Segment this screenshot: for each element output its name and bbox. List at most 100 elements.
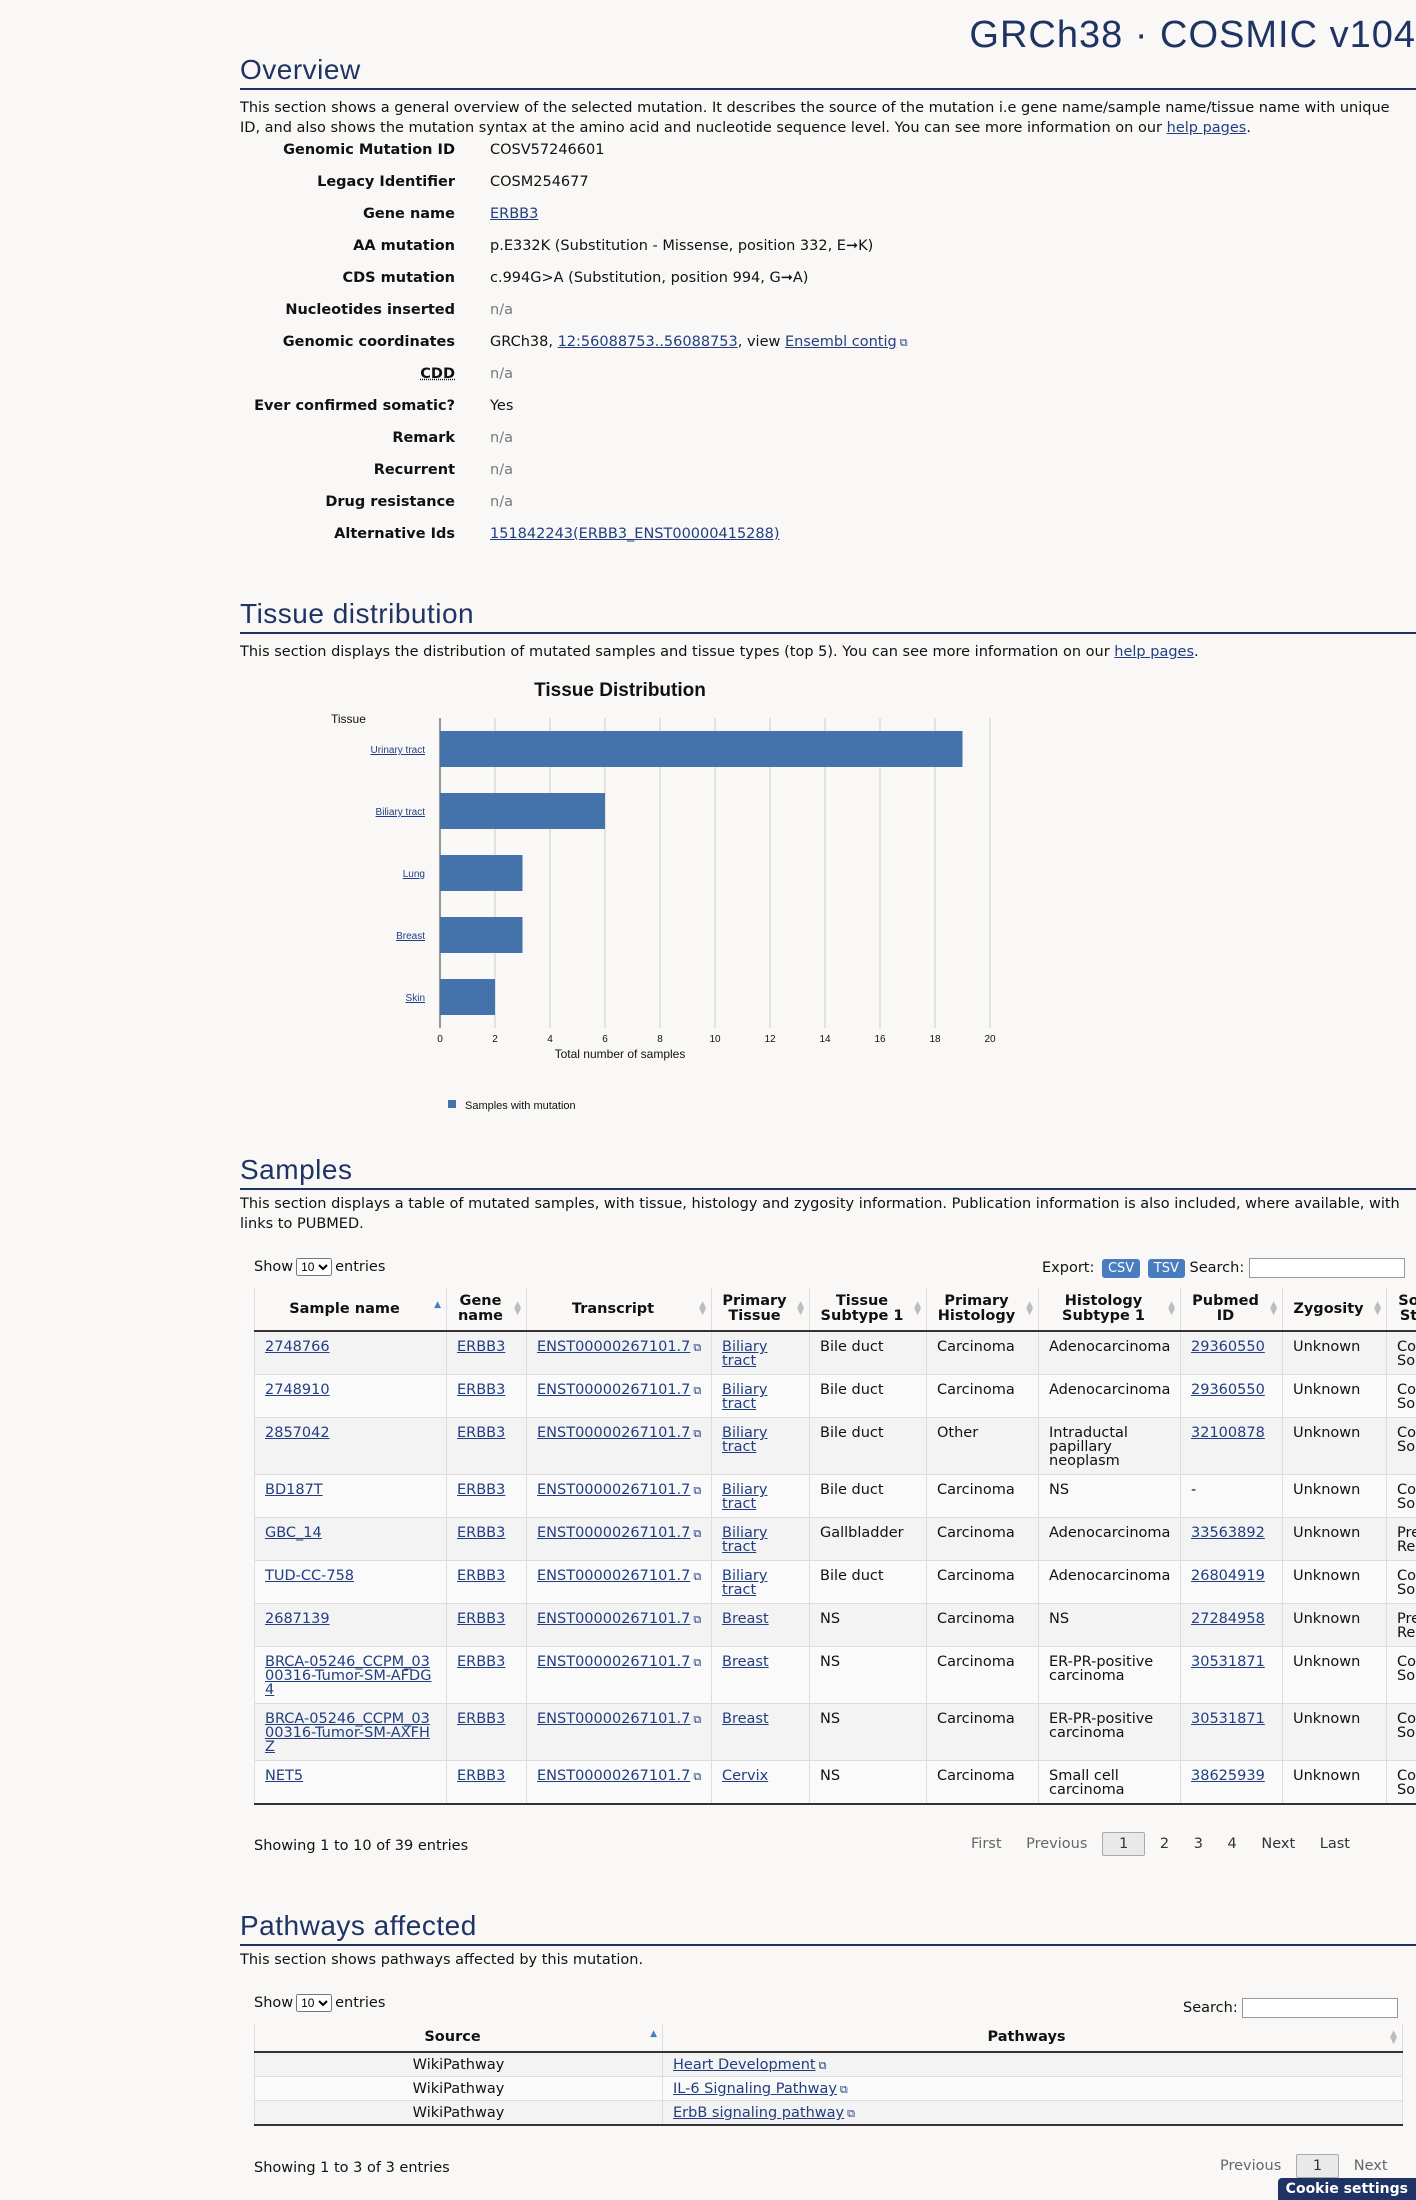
transcript-link[interactable]: ENST00000267101.7	[537, 1382, 691, 1398]
pager-first[interactable]: First	[971, 1836, 1002, 1852]
col-sample-name[interactable]: Sample name ▲	[254, 1288, 447, 1332]
gene-link[interactable]: ERBB3	[457, 1382, 506, 1398]
ensembl-contig-link[interactable]: Ensembl contig	[784, 334, 897, 350]
tissue-link[interactable]: Biliary tract	[722, 1382, 768, 1412]
tissue-link[interactable]: Biliary tract	[722, 1568, 768, 1598]
tissue-subtype-cell: NS	[809, 1703, 927, 1761]
sample-link[interactable]: BRCA-05246_CCPM_0300316-Tumor-SM-AXFHZ	[265, 1711, 430, 1755]
transcript-link[interactable]: ENST00000267101.7	[537, 1339, 691, 1355]
gene-link[interactable]: ERBB3	[457, 1339, 506, 1355]
sample-link[interactable]: BRCA-05246_CCPM_0300316-Tumor-SM-AFDG4	[265, 1654, 432, 1698]
pathways-pager-next[interactable]: Next	[1353, 2158, 1388, 2174]
tissue-help-link[interactable]: help pages	[1114, 644, 1195, 660]
gene-link[interactable]: ERBB3	[457, 1611, 506, 1627]
tissue-link[interactable]: Biliary tract	[722, 1482, 768, 1512]
pubmed-link[interactable]: 29360550	[1191, 1382, 1265, 1398]
pubmed-link[interactable]: 26804919	[1191, 1568, 1265, 1584]
tissue-link[interactable]: Biliary tract	[722, 1339, 768, 1369]
col-transcript[interactable]: Transcript ▲ ▼	[526, 1288, 712, 1332]
pager-next[interactable]: Next	[1261, 1836, 1296, 1852]
col-primary-histology[interactable]: Primary Histology ▲ ▼	[926, 1288, 1039, 1332]
source-cell: WikiPathway	[254, 2052, 663, 2077]
gene-link[interactable]: ERBB3	[457, 1768, 506, 1784]
sample-link[interactable]: 2687139	[265, 1611, 330, 1627]
tissue-link[interactable]: Cervix	[722, 1768, 769, 1784]
overview-help-link[interactable]: help pages	[1166, 120, 1247, 136]
col-pathways[interactable]: Pathways ▲ ▼	[662, 2024, 1403, 2053]
pathway-link[interactable]: Heart Development	[673, 2057, 816, 2073]
transcript-link[interactable]: ENST00000267101.7	[537, 1482, 691, 1498]
somatic-status-cell: Con Som	[1386, 1560, 1416, 1604]
pager-previous[interactable]: Previous	[1026, 1836, 1088, 1852]
chart-category-label: Skin	[406, 993, 425, 1004]
col-zygosity[interactable]: Zygosity ▲ ▼	[1282, 1288, 1387, 1332]
gene-link[interactable]: ERBB3	[457, 1711, 506, 1727]
pathways-search-input[interactable]	[1242, 1998, 1399, 2018]
col-gene-name[interactable]: Gene name ▲ ▼	[446, 1288, 527, 1332]
pathways-pagination: Previous 1 Next	[1210, 2154, 1398, 2178]
col-source[interactable]: Source ▲	[254, 2024, 663, 2053]
transcript-link[interactable]: ENST00000267101.7	[537, 1425, 691, 1441]
col-somatic-status[interactable]: So St	[1386, 1288, 1416, 1332]
zygosity-cell: Unknown	[1282, 1603, 1387, 1647]
tissue-link[interactable]: Biliary tract	[722, 1525, 768, 1555]
col-pubmed-id[interactable]: Pubmed ID ▲ ▼	[1180, 1288, 1283, 1332]
gene-link[interactable]: ERBB3	[457, 1425, 506, 1441]
transcript-link[interactable]: ENST00000267101.7	[537, 1568, 691, 1584]
pubmed-link[interactable]: 29360550	[1191, 1339, 1265, 1355]
gene-name-link[interactable]: ERBB3	[490, 206, 539, 222]
csv-export-button[interactable]: CSV	[1101, 1259, 1141, 1278]
transcript-link[interactable]: ENST00000267101.7	[537, 1768, 691, 1784]
tissue-subtype-cell: Bile duct	[809, 1474, 927, 1518]
gene-link[interactable]: ERBB3	[457, 1525, 506, 1541]
col-primary-tissue[interactable]: Primary Tissue ▲ ▼	[711, 1288, 810, 1332]
alternative-ids-link[interactable]: 151842243(ERBB3_ENST00000415288)	[490, 526, 780, 542]
gene-link[interactable]: ERBB3	[457, 1568, 506, 1584]
sample-link[interactable]: BD187T	[265, 1482, 323, 1498]
tissue-link[interactable]: Breast	[722, 1611, 769, 1627]
pubmed-link[interactable]: 33563892	[1191, 1525, 1265, 1541]
pubmed-link[interactable]: 30531871	[1191, 1711, 1265, 1727]
pathways-page-length-select[interactable]: 10	[296, 1994, 333, 2012]
table-row: BRCA-05246_CCPM_0300316-Tumor-SM-AXFHZ ER…	[254, 1703, 1416, 1761]
transcript-link[interactable]: ENST00000267101.7	[537, 1525, 691, 1541]
pubmed-link[interactable]: 27284958	[1191, 1611, 1265, 1627]
samples-search-input[interactable]	[1248, 1258, 1405, 1278]
tissue-link[interactable]: Breast	[722, 1654, 769, 1670]
sample-link[interactable]: NET5	[265, 1768, 304, 1784]
pager-page-2[interactable]: 2	[1159, 1836, 1170, 1852]
col-tissue-subtype[interactable]: Tissue Subtype 1 ▲ ▼	[809, 1288, 927, 1332]
pager-last[interactable]: Last	[1319, 1836, 1350, 1852]
pager-page-4[interactable]: 4	[1227, 1836, 1237, 1852]
samples-header-row: Sample name ▲ Gene name ▲ ▼ Transcript ▲ ▼ Pr…	[254, 1288, 1416, 1332]
histology-cell: Carcinoma	[926, 1331, 1039, 1375]
cookie-settings-button[interactable]: Cookie settings	[1277, 2178, 1416, 2200]
pager-page-1[interactable]: 1	[1102, 1832, 1146, 1856]
tsv-export-button[interactable]: TSV	[1147, 1259, 1185, 1278]
pathway-link[interactable]: ErbB signaling pathway	[673, 2105, 845, 2121]
sample-link[interactable]: 2857042	[265, 1425, 330, 1441]
pathways-pager-previous[interactable]: Previous	[1220, 2158, 1282, 2174]
chart-bar	[440, 855, 523, 891]
transcript-link[interactable]: ENST00000267101.7	[537, 1654, 691, 1670]
sample-link[interactable]: GBC_14	[265, 1525, 322, 1541]
sample-link[interactable]: 2748910	[265, 1382, 330, 1398]
pathways-pager-page-1[interactable]: 1	[1295, 2154, 1340, 2178]
pubmed-link[interactable]: 30531871	[1191, 1654, 1265, 1670]
coordinates-link[interactable]: 12:56088753..56088753	[557, 334, 738, 350]
pubmed-link[interactable]: 32100878	[1191, 1425, 1265, 1441]
gene-link[interactable]: ERBB3	[457, 1482, 506, 1498]
pathway-link[interactable]: IL-6 Signaling Pathway	[673, 2081, 837, 2097]
transcript-link[interactable]: ENST00000267101.7	[537, 1711, 691, 1727]
gene-link[interactable]: ERBB3	[457, 1654, 506, 1670]
pubmed-link[interactable]: 38625939	[1191, 1768, 1265, 1784]
col-histology-subtype[interactable]: Histology Subtype 1 ▲ ▼	[1038, 1288, 1181, 1332]
sample-link[interactable]: TUD-CC-758	[265, 1568, 355, 1584]
samples-page-length-select[interactable]: 10	[296, 1258, 333, 1276]
tissue-link[interactable]: Biliary tract	[722, 1425, 768, 1455]
transcript-link[interactable]: ENST00000267101.7	[537, 1611, 691, 1627]
tissue-link[interactable]: Breast	[722, 1711, 769, 1727]
histology-subtype-cell: ER-PR-positive carcinoma	[1038, 1646, 1181, 1704]
pager-page-3[interactable]: 3	[1193, 1836, 1203, 1852]
sample-link[interactable]: 2748766	[265, 1339, 330, 1355]
